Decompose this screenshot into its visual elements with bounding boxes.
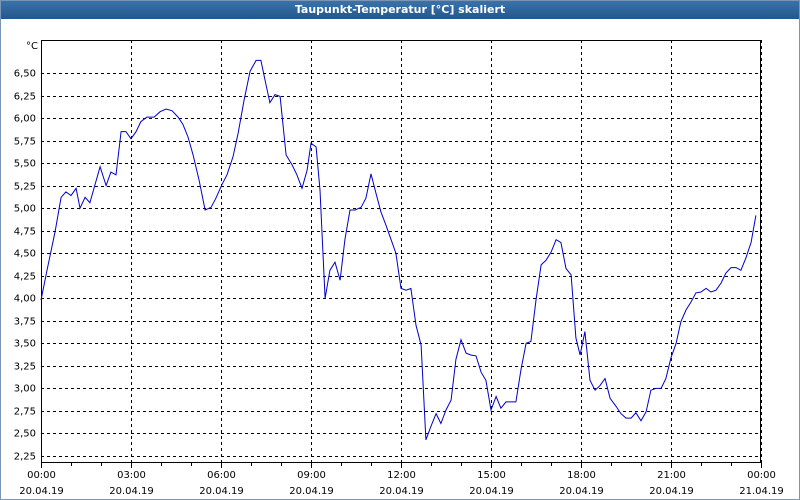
y-tick-label: 5,00 [14, 204, 36, 215]
x-tick-label: 06:00 [207, 470, 236, 481]
y-tick-label: 2,50 [14, 429, 36, 440]
y-tick-label: 4,25 [14, 272, 36, 283]
x-tick-label: 00:00 [27, 470, 56, 481]
x-tick-date: 20.04.19 [289, 486, 334, 497]
x-tick-label: 09:00 [297, 470, 326, 481]
x-tick-date: 20.04.19 [469, 486, 514, 497]
x-tick-date: 20.04.19 [559, 486, 604, 497]
y-tick-label: 2,75 [14, 407, 36, 418]
y-tick-label: 6,50 [14, 69, 36, 80]
x-tick-label: 21:00 [657, 470, 686, 481]
data-line [40, 59, 757, 440]
x-tick-date: 20.04.19 [649, 486, 694, 497]
x-tick-label: 15:00 [477, 470, 506, 481]
x-tick-label: 00:00 [747, 470, 776, 481]
x-tick-date: 21.04.19 [739, 486, 784, 497]
y-tick-label: 5,50 [14, 159, 36, 170]
y-tick-label: 3,25 [14, 362, 36, 373]
y-unit: °C [26, 41, 38, 52]
y-tick-label: 4,75 [14, 227, 36, 238]
x-tick-date: 20.04.19 [199, 486, 244, 497]
chart-title: Taupunkt-Temperatur [°C] skaliert [295, 3, 505, 16]
x-tick-label: 03:00 [117, 470, 146, 481]
x-tick-label: 18:00 [567, 470, 596, 481]
y-tick-label: 2,25 [14, 452, 36, 463]
y-tick-label: 3,50 [14, 339, 36, 350]
x-tick-date: 20.04.19 [19, 486, 64, 497]
y-tick-label: 5,75 [14, 137, 36, 148]
y-tick-label: 4,00 [14, 294, 36, 305]
x-tick-date: 20.04.19 [379, 486, 424, 497]
y-tick-label: 3,00 [14, 384, 36, 395]
y-tick-label: 6,25 [14, 92, 36, 103]
y-tick-label: 6,00 [14, 114, 36, 125]
y-tick-label: 3,75 [14, 317, 36, 328]
x-tick-date: 20.04.19 [109, 486, 154, 497]
plot-border [41, 40, 761, 463]
y-tick-label: 5,25 [14, 182, 36, 193]
y-tick-label: 4,50 [14, 249, 36, 260]
title-bar [0, 0, 800, 19]
x-tick-label: 12:00 [387, 470, 416, 481]
